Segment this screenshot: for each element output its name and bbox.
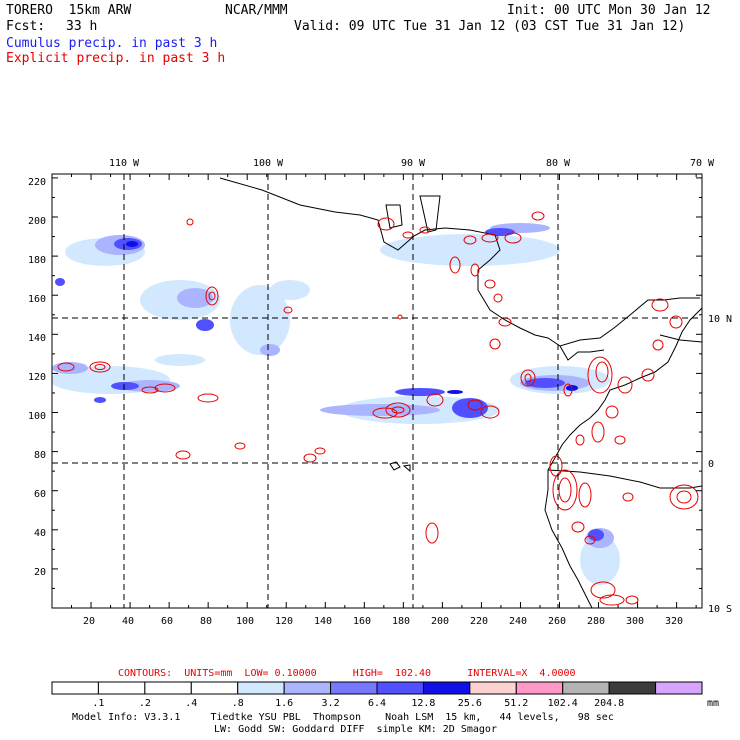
x-tick-label: 120 xyxy=(275,616,293,627)
colorbar-swatch xyxy=(51,681,99,695)
lat-label-0: 0 xyxy=(708,459,714,470)
color-bar: .1 .2 .4 .8 1.6 3.2 6.4 12.8 25.6 51.2 102.4 204.8 xyxy=(51,681,703,709)
lon-label-90w: 90 W xyxy=(401,158,426,169)
contours-info: CONTOURS: UNITS=mm LOW= 0.10000 HIGH= 10… xyxy=(118,668,576,679)
x-tick-label: 100 xyxy=(236,616,254,627)
x-tick-label: 180 xyxy=(392,616,410,627)
y-tick-label: 200 xyxy=(28,216,46,227)
physics-info: LW: Godd SW: Goddard DIFF simple KM: 2D … xyxy=(214,724,497,735)
colorbar-label: 204.8 xyxy=(594,698,624,709)
colorbar-swatch xyxy=(562,681,610,695)
colorbar-label: 1.6 xyxy=(275,698,293,709)
y-tick-label: 160 xyxy=(28,294,46,305)
cumulus-precip-areas xyxy=(52,223,620,585)
explicit-precip-legend: Explicit precip. in past 3 h xyxy=(6,51,226,66)
colorbar-swatch xyxy=(190,681,239,695)
y-tick-label: 60 xyxy=(34,489,46,500)
x-tick-label: 200 xyxy=(431,616,449,627)
y-tick-label: 40 xyxy=(34,528,46,539)
x-tick-label: 320 xyxy=(665,616,683,627)
lon-label-110w: 110 W xyxy=(109,158,140,169)
colorbar-swatch xyxy=(283,681,332,695)
model-info: Model Info: V3.3.1 Tiedtke YSU PBL Thomp… xyxy=(72,712,614,723)
lat-label-10s: 10 S xyxy=(708,604,732,615)
forecast-hours: 33 h xyxy=(66,19,98,34)
colorbar-label: .4 xyxy=(185,698,197,709)
colorbar-swatch xyxy=(237,681,285,695)
latlon-grid xyxy=(52,174,702,608)
colorbar-swatch xyxy=(144,681,192,695)
model-title: TORERO 15km ARW xyxy=(6,3,132,18)
valid-time: Valid: 09 UTC Tue 31 Jan 12 (03 CST Tue … xyxy=(294,19,686,34)
x-tick-label: 280 xyxy=(587,616,605,627)
lon-label-100w: 100 W xyxy=(253,158,284,169)
y-tick-label: 180 xyxy=(28,255,46,266)
x-tick-label: 220 xyxy=(470,616,488,627)
coastlines xyxy=(219,177,702,608)
x-tick-label: 300 xyxy=(626,616,644,627)
y-tick-label: 80 xyxy=(34,450,46,461)
x-tick-label: 20 xyxy=(83,616,95,627)
y-tick-label: 220 xyxy=(28,177,46,188)
colorbar-swatch xyxy=(608,681,657,695)
org-label: NCAR/MMM xyxy=(225,3,288,18)
y-tick-label: 100 xyxy=(28,411,46,422)
lat-label-10n: 10 N xyxy=(708,314,732,325)
colorbar-swatch xyxy=(330,681,378,695)
x-tick-label: 60 xyxy=(161,616,173,627)
colorbar-swatch xyxy=(655,681,703,695)
x-tick-label: 80 xyxy=(200,616,212,627)
colorbar-label: 6.4 xyxy=(368,698,386,709)
colorbar-label: 102.4 xyxy=(548,698,578,709)
colorbar-swatch xyxy=(97,681,146,695)
colorbar-unit: mm xyxy=(707,698,719,709)
x-tick-label: 40 xyxy=(122,616,134,627)
colorbar-swatch xyxy=(515,681,564,695)
colorbar-swatch xyxy=(376,681,424,695)
x-tick-label: 260 xyxy=(548,616,566,627)
x-tick-label: 140 xyxy=(314,616,332,627)
init-time: Init: 00 UTC Mon 30 Jan 12 xyxy=(507,3,711,18)
plot-frame xyxy=(51,173,703,609)
cumulus-precip-legend: Cumulus precip. in past 3 h xyxy=(6,36,218,51)
colorbar-swatch xyxy=(422,681,471,695)
y-tick-label: 120 xyxy=(28,372,46,383)
colorbar-label: .1 xyxy=(92,698,104,709)
colorbar-label: 12.8 xyxy=(411,698,435,709)
colorbar-label: 51.2 xyxy=(504,698,528,709)
lon-label-80w: 80 W xyxy=(546,158,571,169)
colorbar-label: 3.2 xyxy=(322,698,340,709)
x-tick-label: 240 xyxy=(509,616,527,627)
lon-label-70w: 70 W xyxy=(690,158,715,169)
colorbar-label: 25.6 xyxy=(458,698,482,709)
x-tick-label: 160 xyxy=(353,616,371,627)
axis-ticks xyxy=(51,174,702,609)
colorbar-label: .8 xyxy=(232,698,244,709)
forecast-label: Fcst: xyxy=(6,19,46,34)
colorbar-swatch xyxy=(469,681,517,695)
y-tick-label: 20 xyxy=(34,567,46,578)
y-tick-label: 140 xyxy=(28,333,46,344)
colorbar-label: .2 xyxy=(139,698,151,709)
